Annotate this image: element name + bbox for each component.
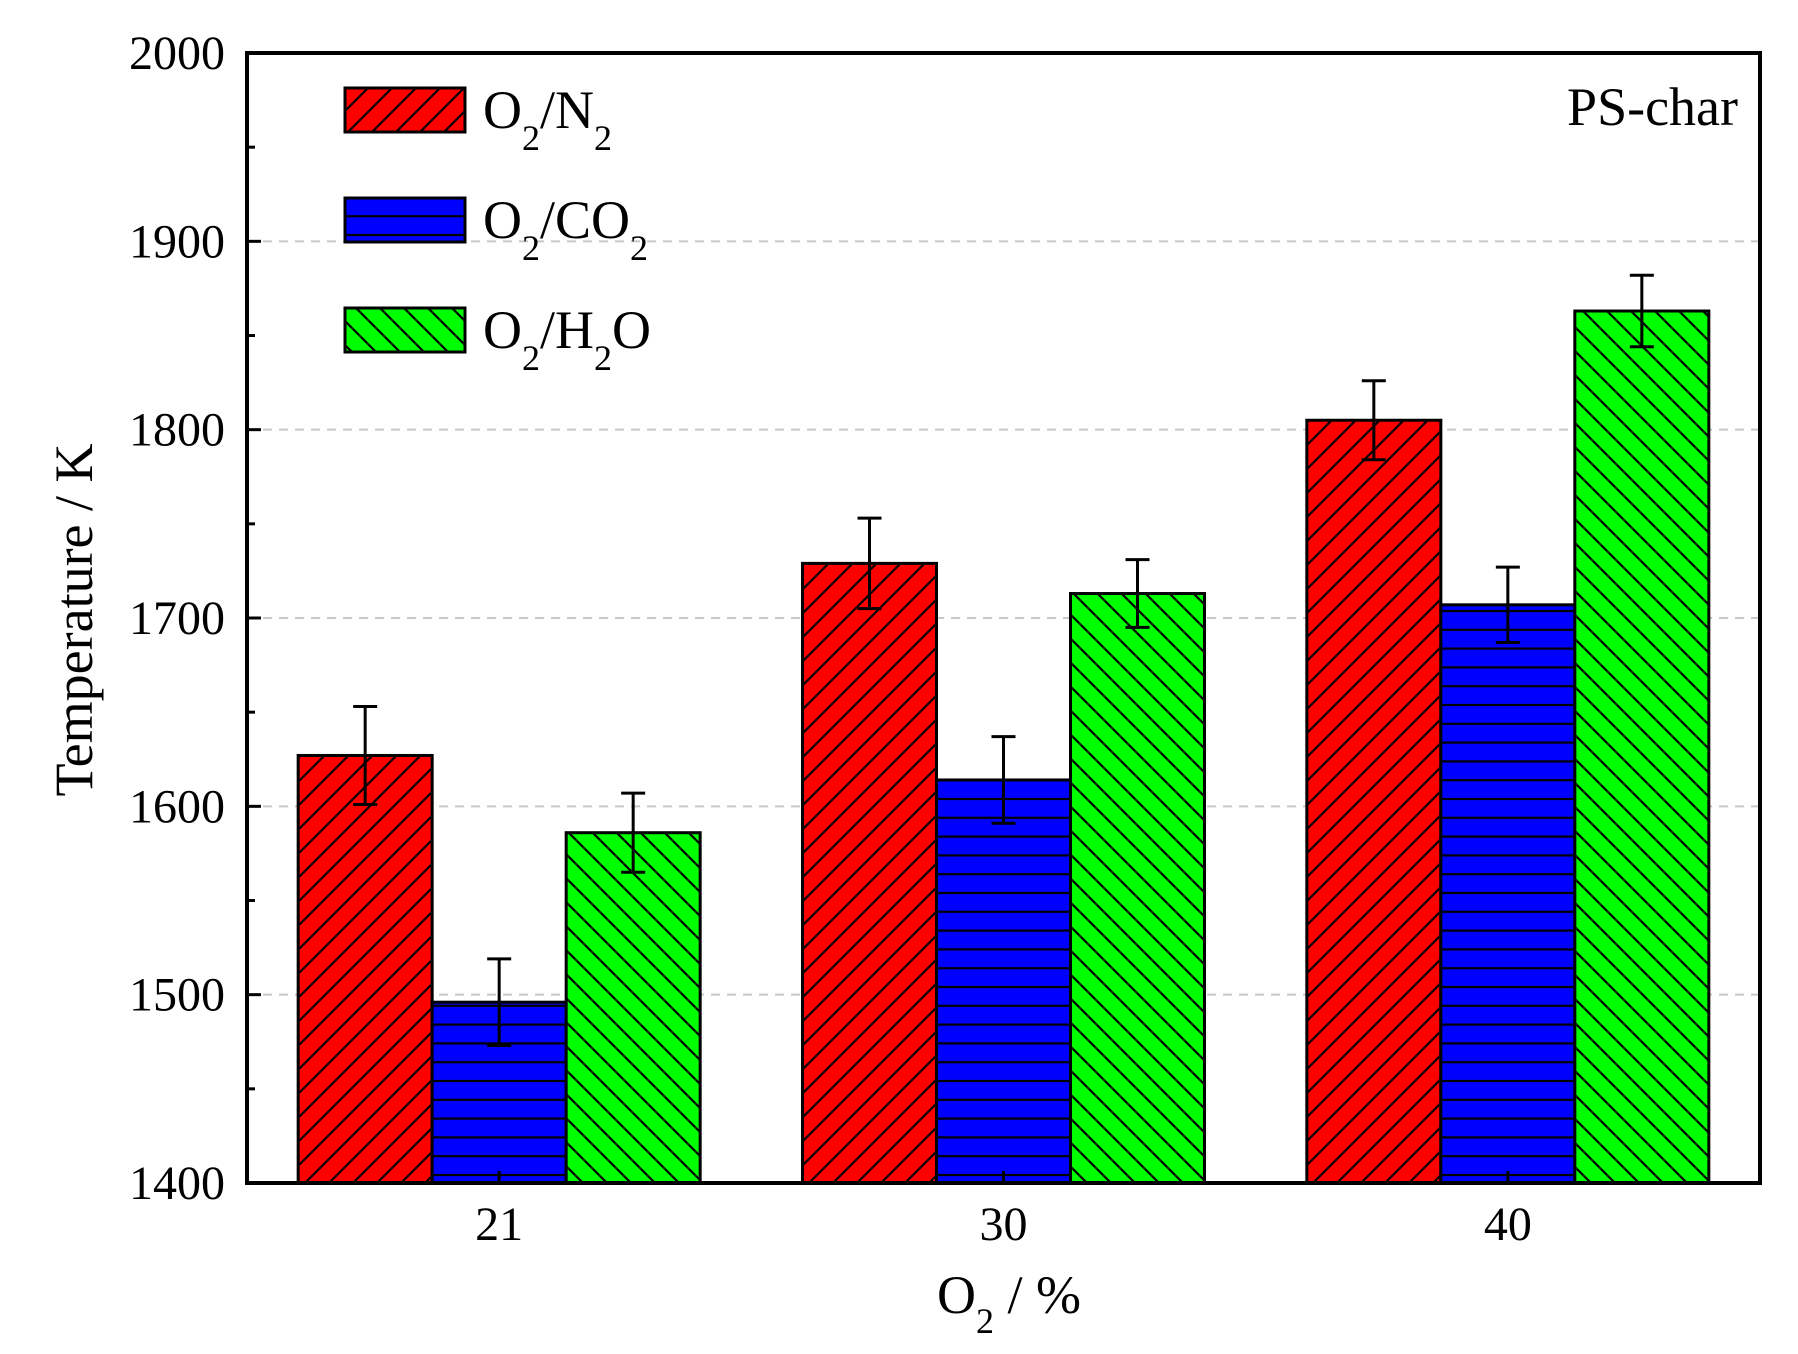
legend-label: O2/H2O (483, 300, 651, 378)
bar (1573, 309, 1711, 1185)
x-axis-title: O2 / % (937, 1265, 1081, 1341)
x-tick-label: 30 (980, 1198, 1028, 1251)
bar (1069, 592, 1206, 1185)
y-tick-label: 1700 (129, 592, 225, 645)
y-tick-label: 1400 (129, 1157, 225, 1210)
legend-swatch (343, 196, 467, 244)
bar (1305, 418, 1443, 1185)
legend-label: O2/CO2 (483, 190, 648, 268)
legend-swatch (343, 86, 467, 134)
axes (245, 51, 1762, 1185)
chart-annotation: PS-char (1567, 77, 1738, 137)
bar (935, 778, 1072, 1185)
y-tick-label: 1900 (129, 215, 225, 268)
y-tick-label: 1500 (129, 969, 225, 1022)
x-tick-label: 21 (475, 1198, 523, 1251)
legend-label: O2/N2 (483, 80, 612, 158)
bar (564, 831, 702, 1185)
bar (296, 753, 434, 1185)
bar (801, 561, 938, 1185)
y-tick-label: 1800 (129, 404, 225, 457)
y-tick-label: 1600 (129, 780, 225, 833)
y-axis-title: Temperature / K (44, 443, 104, 796)
tick-labels: 21 30 40 1400 1500 1600 1700 1800 1900 2000 (129, 27, 1532, 1251)
x-tick-label: 40 (1484, 1198, 1532, 1251)
error-bars (353, 273, 1654, 1048)
bar (1439, 603, 1577, 1185)
y-tick-label: 2000 (129, 27, 225, 80)
legend: O2/N2 O2/CO2 O2/H2O (343, 80, 651, 378)
legend-swatch (343, 306, 467, 354)
